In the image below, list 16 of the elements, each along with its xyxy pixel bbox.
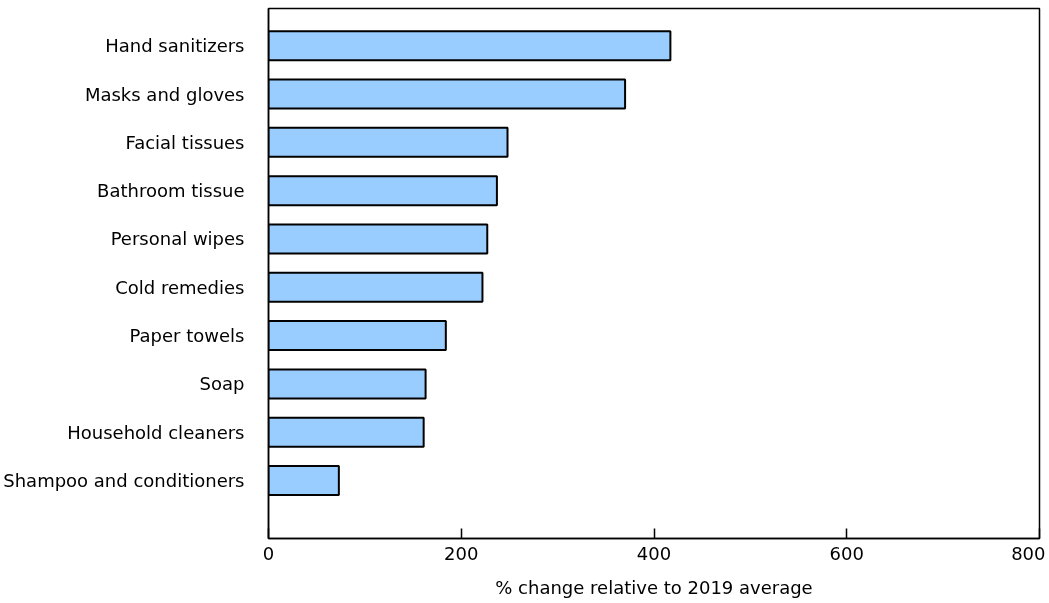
y-tick-label: Household cleaners <box>67 421 245 443</box>
x-tick-label: 400 <box>636 542 672 564</box>
x-tick-label: 0 <box>262 542 275 564</box>
y-tick-label: Personal wipes <box>110 228 245 250</box>
y-tick-label: Masks and gloves <box>84 83 245 105</box>
x-axis-title: % change relative to 2019 average <box>495 576 813 598</box>
x-tick-label: 200 <box>444 542 479 564</box>
x-tick-label: 800 <box>1011 542 1046 564</box>
y-tick-label: Cold remedies <box>115 276 245 298</box>
y-tick-label: Hand sanitizers <box>105 35 245 57</box>
y-tick-label: Shampoo and conditioners <box>3 470 245 492</box>
y-tick-label: Bathroom tissue <box>97 180 245 202</box>
x-tick-label: 600 <box>829 542 864 564</box>
y-tick-label: Soap <box>199 373 245 395</box>
y-tick-label: Facial tissues <box>125 131 245 153</box>
y-tick-label: Paper towels <box>129 325 245 347</box>
